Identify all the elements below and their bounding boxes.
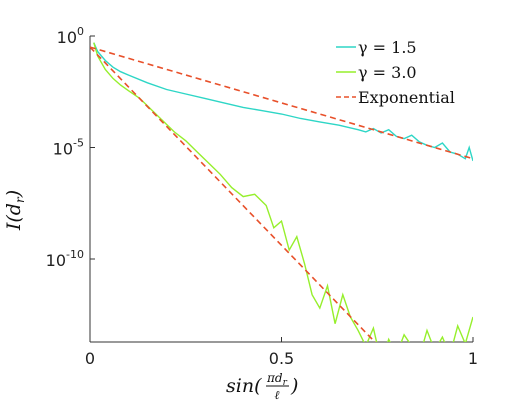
x-axis-label-close: ) xyxy=(290,375,298,397)
y-axis-label: I(dr) xyxy=(3,190,27,231)
legend-label: Exponential xyxy=(358,88,455,107)
y-axis-label-text: I(dr) xyxy=(3,190,27,231)
legend-label: γ = 3.0 xyxy=(358,63,417,82)
legend-label: γ = 1.5 xyxy=(358,38,417,57)
y-tick-label: 100 xyxy=(57,25,84,47)
y-axis-label-sub: r xyxy=(13,196,27,203)
y-tick-label: 10-10 xyxy=(46,248,84,270)
x-axis-label: sin( πdr ℓ ) xyxy=(226,371,298,402)
x-axis-label-sin: sin( xyxy=(226,375,262,397)
series-line-3 xyxy=(90,46,473,160)
x-axis-label-numerator: πdr xyxy=(266,371,288,388)
tick-layer: 0 0.5 1 100 10-5 10-10 xyxy=(46,25,478,368)
series-line-4 xyxy=(90,46,377,342)
x-tick-label: 0.5 xyxy=(269,349,294,368)
y-axis-label-close: ) xyxy=(3,190,25,198)
y-tick-label: 10-5 xyxy=(53,137,84,159)
x-tick-label: 0 xyxy=(85,349,95,368)
series-line-2 xyxy=(93,42,473,342)
x-axis-label-denominator: ℓ xyxy=(275,388,280,402)
series-line-1 xyxy=(93,42,473,162)
legend: γ = 1.5 γ = 3.0 Exponential xyxy=(330,34,470,112)
series-layer xyxy=(90,42,473,342)
x-tick-label: 1 xyxy=(468,349,478,368)
